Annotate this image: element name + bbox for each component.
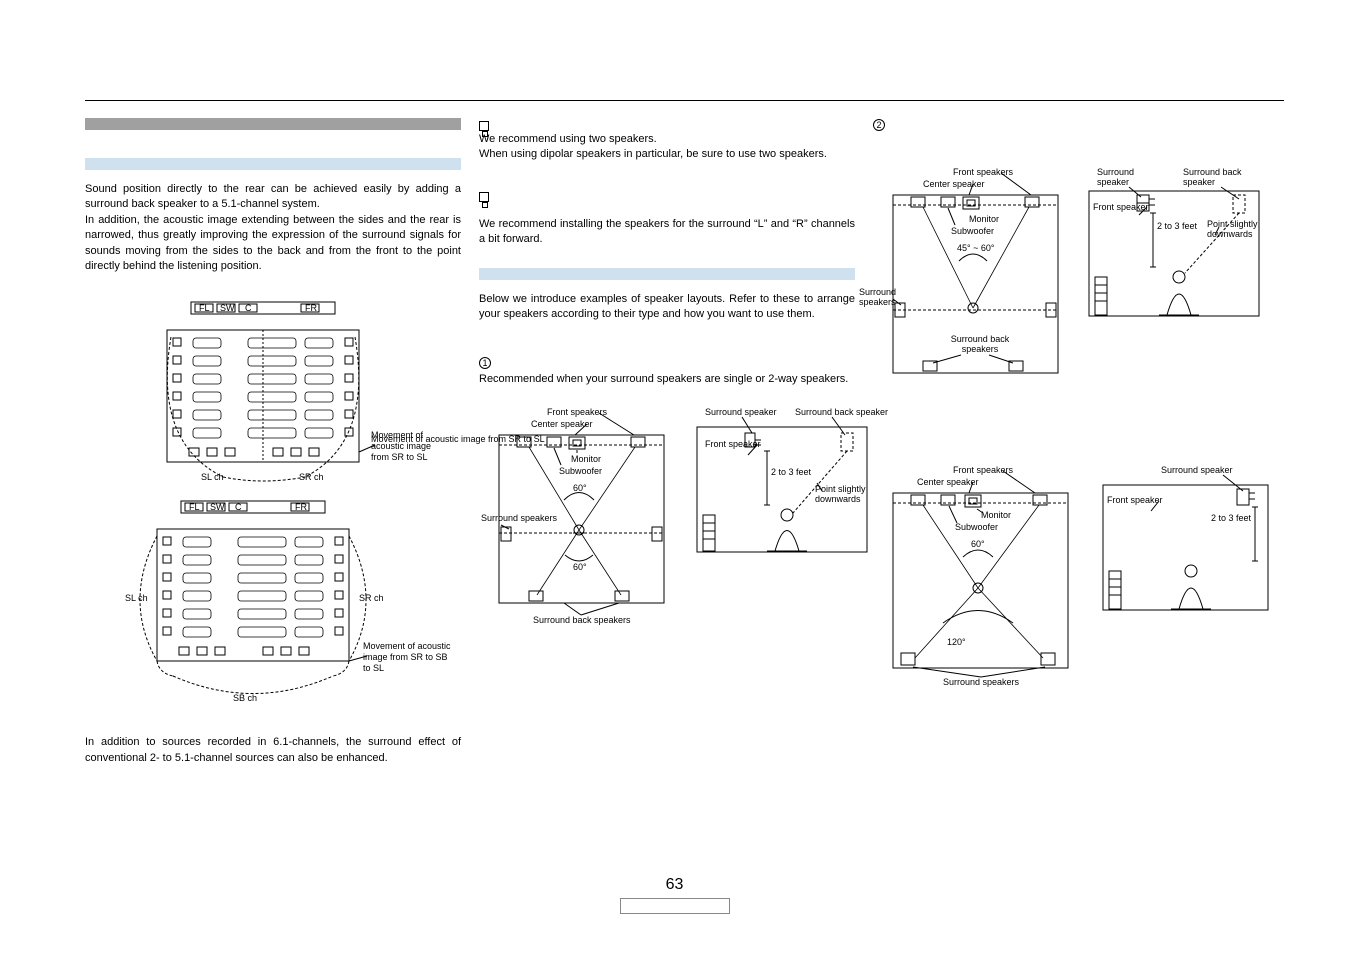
- svg-text:FL: FL: [189, 502, 200, 512]
- svg-text:FR: FR: [305, 303, 317, 313]
- page-columns: Sound position directly to the rear can …: [85, 118, 1284, 766]
- room-plan-2: Front speakers Center speaker Monitor Su…: [873, 165, 1073, 395]
- column-2: We recommend using two speakers. When us…: [479, 118, 855, 766]
- side-elevation-3: Surround speaker Front speaker 2 to 3 fe…: [1103, 463, 1273, 623]
- top-rule: [85, 100, 1284, 106]
- col1-title-bar: [85, 118, 461, 130]
- svg-text:Monitor: Monitor: [981, 510, 1011, 520]
- svg-text:Subwoofer: Subwoofer: [955, 522, 998, 532]
- note-icon: [479, 192, 489, 202]
- svg-text:SW: SW: [220, 303, 235, 313]
- note2-text: We recommend installing the speakers for…: [479, 217, 855, 248]
- svg-text:SR ch: SR ch: [359, 593, 384, 603]
- svg-text:Surround back: Surround back: [1183, 167, 1242, 177]
- example-2-label: 2: [873, 118, 1283, 133]
- svg-text:Surround speaker: Surround speaker: [1161, 465, 1233, 475]
- side-elevation-1: Surround speaker Surround back speaker F…: [697, 405, 873, 575]
- side-elevation-2: Surroundspeaker Surround backspeaker Fro…: [1089, 165, 1265, 335]
- below-text: Below we introduce examples of speaker l…: [479, 292, 855, 323]
- cinema-svg-2: FL SW C FR: [113, 501, 433, 711]
- svg-text:FL: FL: [199, 303, 210, 313]
- svg-text:Subwoofer: Subwoofer: [951, 226, 994, 236]
- room-plan-3: Front speakers Center speaker Monitor Su…: [873, 463, 1083, 688]
- rec-text: Recommended when your surround speakers …: [479, 372, 855, 387]
- cinema-diagram-5-1: FL SW C FR: [85, 302, 461, 487]
- svg-text:60°: 60°: [573, 483, 587, 493]
- note1b: When using dipolar speakers in particula…: [479, 147, 855, 162]
- svg-text:speaker: speaker: [1097, 177, 1129, 187]
- layout-diagram-2: Front speakers Center speaker Monitor Su…: [873, 165, 1283, 395]
- note-2: [479, 191, 855, 201]
- col1-para2: In addition, the acoustic image extendin…: [85, 213, 461, 275]
- svg-text:speakers: speakers: [859, 297, 896, 307]
- column-3: 2 Front speakers Center speaker Monitor …: [873, 118, 1283, 766]
- col1-para3: In addition to sources recorded in 6.1-c…: [85, 735, 461, 766]
- svg-text:SL ch: SL ch: [125, 593, 148, 603]
- svg-text:Surround speaker: Surround speaker: [705, 407, 777, 417]
- col1-para1: Sound position directly to the rear can …: [85, 182, 461, 213]
- footer-box: [620, 898, 730, 914]
- svg-text:Monitor: Monitor: [969, 214, 999, 224]
- note-1: [479, 120, 855, 130]
- svg-text:Front speakers: Front speakers: [953, 465, 1014, 475]
- svg-text:Front speaker: Front speaker: [1107, 495, 1163, 505]
- svg-text:C: C: [245, 303, 252, 313]
- column-1: Sound position directly to the rear can …: [85, 118, 461, 766]
- col2-subtitle-bar: [479, 268, 855, 280]
- svg-text:Front speakers: Front speakers: [547, 407, 608, 417]
- col1-subtitle-bar: [85, 158, 461, 170]
- svg-text:60°: 60°: [573, 562, 587, 572]
- svg-text:60°: 60°: [971, 539, 985, 549]
- svg-text:Center speaker: Center speaker: [923, 179, 985, 189]
- svg-text:SR ch: SR ch: [299, 472, 324, 482]
- svg-text:SB ch: SB ch: [233, 693, 257, 703]
- svg-text:Surround speakers: Surround speakers: [481, 513, 558, 523]
- svg-text:Surround: Surround: [859, 287, 896, 297]
- svg-text:Surround back speakers: Surround back speakers: [533, 615, 631, 625]
- svg-text:Monitor: Monitor: [571, 454, 601, 464]
- page-footer: 63: [620, 874, 730, 914]
- layout-diagram-3: Front speakers Center speaker Monitor Su…: [873, 463, 1283, 688]
- svg-text:SW: SW: [210, 502, 225, 512]
- svg-text:2 to 3 feet: 2 to 3 feet: [771, 467, 812, 477]
- svg-text:Surround speakers: Surround speakers: [943, 677, 1020, 687]
- svg-text:C: C: [235, 502, 242, 512]
- svg-text:2 to 3 feet: 2 to 3 feet: [1211, 513, 1252, 523]
- svg-text:FR: FR: [295, 502, 307, 512]
- room-plan-1: Front speakers Center speaker Monitor Su…: [479, 405, 679, 630]
- cinema-diagram-6-1: FL SW C FR: [85, 501, 461, 711]
- svg-text:Subwoofer: Subwoofer: [559, 466, 602, 476]
- cinema-svg-1: FL SW C FR: [123, 302, 423, 487]
- svg-text:Center speaker: Center speaker: [917, 477, 979, 487]
- svg-text:speaker: speaker: [1183, 177, 1215, 187]
- example-1-label: 1: [479, 356, 855, 371]
- note-icon: [479, 121, 489, 131]
- svg-text:120°: 120°: [947, 637, 966, 647]
- svg-text:SL ch: SL ch: [201, 472, 224, 482]
- svg-text:45° ~ 60°: 45° ~ 60°: [957, 243, 995, 253]
- note1a: We recommend using two speakers.: [479, 132, 855, 147]
- svg-text:Surround: Surround: [1097, 167, 1134, 177]
- layout-diagram-1: Front speakers Center speaker Monitor Su…: [479, 405, 855, 630]
- page-number: 63: [620, 874, 730, 896]
- svg-text:2 to 3 feet: 2 to 3 feet: [1157, 221, 1198, 231]
